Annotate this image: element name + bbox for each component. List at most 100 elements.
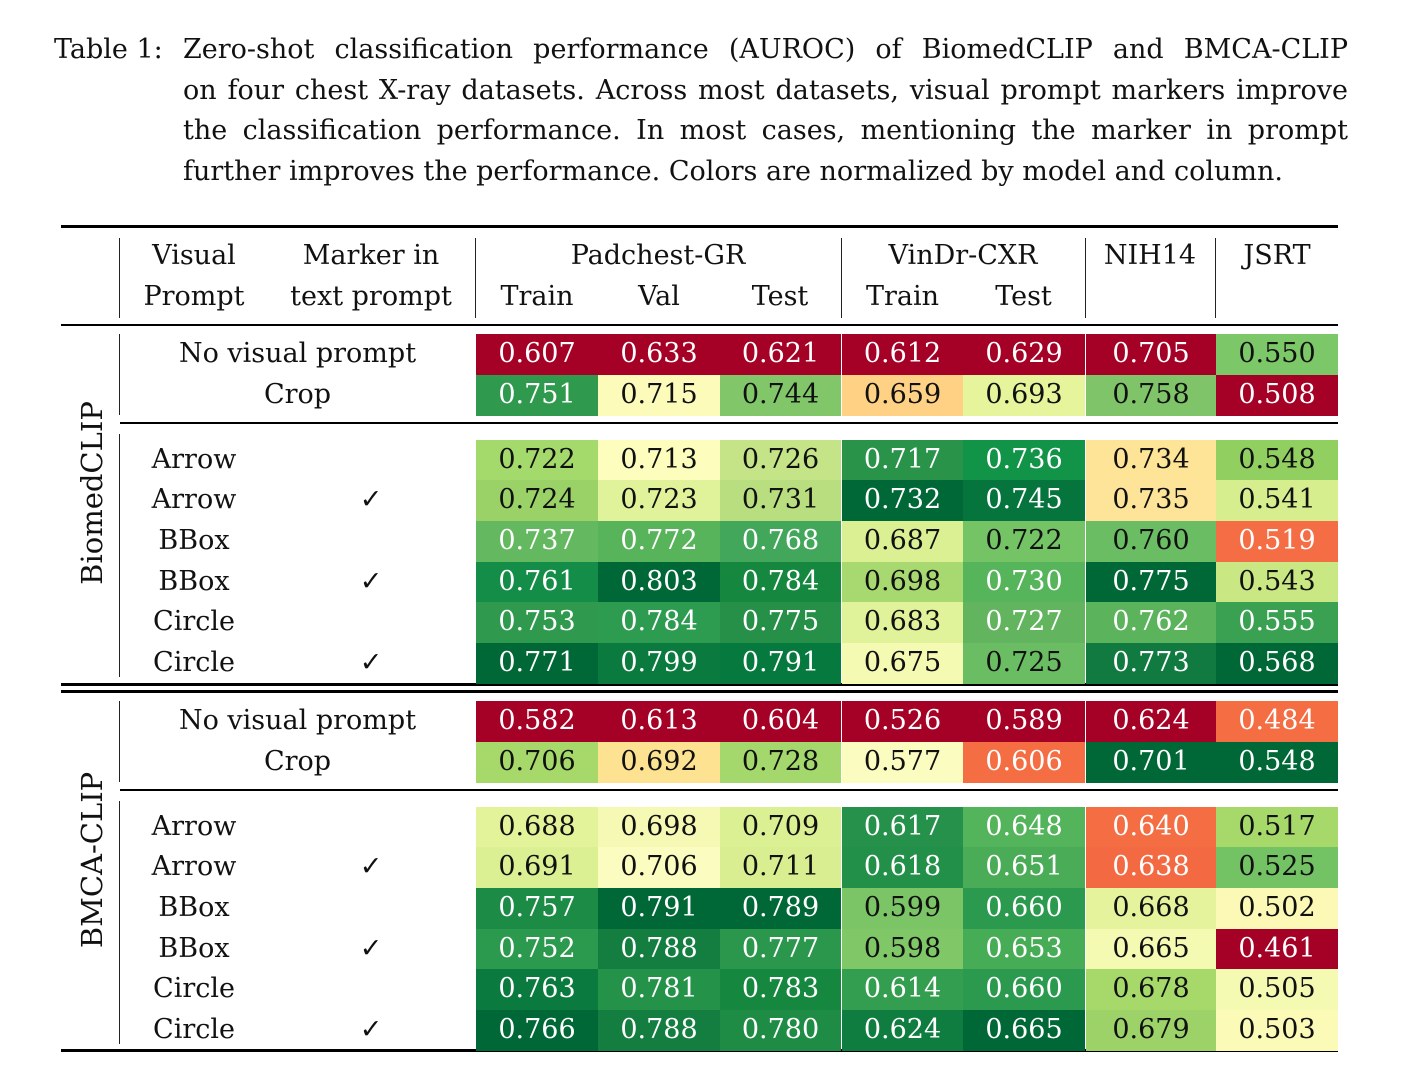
header-split: Val	[638, 281, 680, 312]
table-cell: 0.614	[842, 969, 963, 1011]
header-split: Train	[500, 281, 574, 312]
table-cell: 0.653	[963, 928, 1085, 970]
table-cell: 0.736	[963, 439, 1085, 481]
header-visual: Visual	[152, 240, 236, 271]
caption-line: the classification performance. In most …	[183, 115, 1348, 146]
table-cell: 0.543	[1216, 561, 1338, 603]
marker-check-icon: ✓	[359, 1013, 383, 1045]
table-cell: 0.548	[1216, 741, 1338, 783]
table-cell: 0.758	[1086, 374, 1216, 416]
row-prompt-label: BBox	[158, 891, 230, 923]
table-cell: 0.799	[598, 642, 720, 684]
table-cell: 0.618	[842, 847, 963, 889]
header-rule	[61, 324, 1338, 326]
table-cell: 0.709	[720, 806, 841, 848]
table-cell: 0.763	[476, 969, 598, 1011]
table-cell: 0.734	[1086, 439, 1216, 481]
table-cell: 0.727	[963, 602, 1085, 644]
row-prompt-label: Arrow	[151, 443, 237, 475]
header-split: Train	[865, 281, 940, 312]
table-cell: 0.772	[598, 520, 720, 562]
header-prompt: Prompt	[143, 281, 245, 312]
top-rule	[61, 225, 1338, 228]
group-divider	[119, 800, 121, 1045]
table-cell: 0.735	[1086, 480, 1216, 522]
table-cell: 0.607	[476, 334, 598, 376]
table-cell: 0.692	[598, 741, 720, 783]
header-split: Test	[751, 281, 809, 312]
row-prompt-label: Crop	[263, 378, 332, 410]
group-divider	[119, 701, 121, 783]
table-cell: 0.665	[1086, 928, 1216, 970]
table-cell: 0.679	[1086, 1009, 1216, 1051]
table-cell: 0.606	[963, 741, 1085, 783]
table-cell: 0.723	[598, 480, 720, 522]
table-cell: 0.589	[963, 701, 1085, 743]
table-cell: 0.640	[1086, 806, 1216, 848]
table-cell: 0.728	[720, 741, 841, 783]
table-cell: 0.726	[720, 439, 841, 481]
table-cell: 0.775	[1086, 561, 1216, 603]
caption-label: Table 1:	[54, 34, 163, 65]
marker-check-icon: ✓	[359, 851, 383, 883]
table-cell: 0.505	[1216, 969, 1338, 1011]
table-cell: 0.752	[476, 928, 598, 970]
column-divider	[475, 238, 477, 318]
table-cell: 0.629	[963, 334, 1085, 376]
table-cell: 0.617	[842, 806, 963, 848]
group-label-bmca-clip: BMCA-CLIP	[75, 771, 109, 949]
table-cell: 0.693	[963, 374, 1085, 416]
table-cell: 0.548	[1216, 439, 1338, 481]
marker-check-icon: ✓	[359, 565, 383, 597]
table-cell: 0.687	[842, 520, 963, 562]
table-cell: 0.660	[963, 969, 1085, 1011]
marker-check-icon: ✓	[359, 932, 383, 964]
table-cell: 0.612	[842, 334, 963, 376]
group-double-rule	[61, 683, 1338, 686]
section-rule	[120, 422, 1338, 424]
table-cell: 0.775	[720, 602, 841, 644]
table-cell: 0.731	[720, 480, 841, 522]
row-prompt-label: Circle	[153, 606, 235, 638]
table-cell: 0.788	[598, 1009, 720, 1051]
table-cell: 0.753	[476, 602, 598, 644]
table-cell: 0.683	[842, 602, 963, 644]
table-cell: 0.526	[842, 701, 963, 743]
table-cell: 0.788	[598, 928, 720, 970]
table-cell: 0.784	[720, 561, 841, 603]
table-cell: 0.621	[720, 334, 841, 376]
row-prompt-label: No visual prompt	[178, 705, 417, 736]
table-cell: 0.760	[1086, 520, 1216, 562]
table-cell: 0.791	[598, 887, 720, 929]
table-cell: 0.525	[1216, 847, 1338, 889]
row-prompt-label: BBox	[158, 932, 230, 964]
table-cell: 0.613	[598, 701, 720, 743]
table-cell: 0.722	[476, 439, 598, 481]
group-label-biomedclip: BiomedCLIP	[75, 401, 109, 585]
column-divider	[1085, 238, 1087, 318]
marker-check-icon: ✓	[359, 484, 383, 516]
table-cell: 0.599	[842, 887, 963, 929]
table-cell: 0.761	[476, 561, 598, 603]
table-cell: 0.771	[476, 642, 598, 684]
row-prompt-label: Circle	[153, 646, 235, 678]
table-cell: 0.698	[598, 806, 720, 848]
marker-check-icon: ✓	[359, 646, 383, 678]
table-cell: 0.737	[476, 520, 598, 562]
table-cell: 0.648	[963, 806, 1085, 848]
table-cell: 0.568	[1216, 642, 1338, 684]
table-cell: 0.732	[842, 480, 963, 522]
table-cell: 0.624	[1086, 701, 1216, 743]
header-dataset-nih14: NIH14	[1103, 240, 1197, 271]
column-divider	[1215, 238, 1217, 318]
table-cell: 0.773	[1086, 642, 1216, 684]
table-cell: 0.780	[720, 1009, 841, 1051]
table-cell: 0.659	[842, 374, 963, 416]
table-cell: 0.745	[963, 480, 1085, 522]
row-prompt-label: Circle	[153, 973, 235, 1005]
row-prompt-label: Circle	[153, 1013, 235, 1045]
header-text-prompt: text prompt	[290, 281, 452, 312]
caption-line: Zero-shot classification performance (AU…	[183, 34, 1348, 65]
table-cell: 0.713	[598, 439, 720, 481]
header-split: Test	[995, 281, 1052, 312]
